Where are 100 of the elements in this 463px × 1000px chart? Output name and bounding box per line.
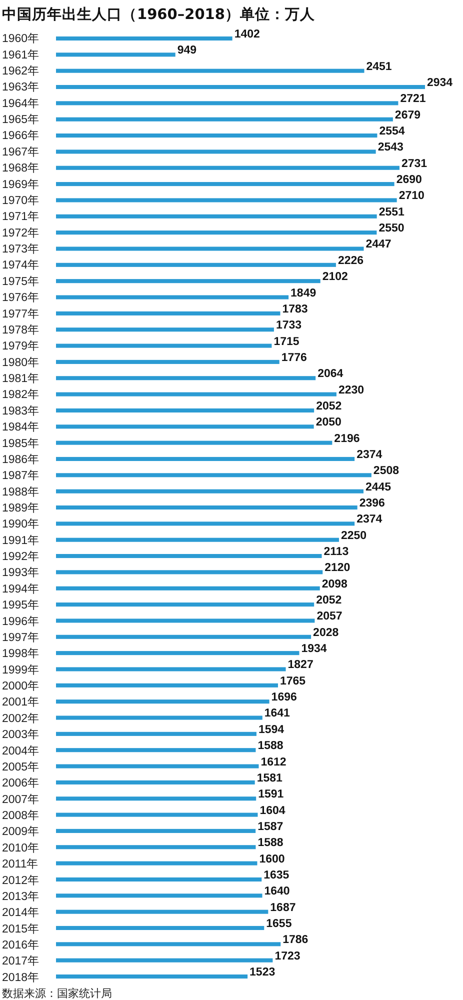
y-tick-label: 2002年 — [2, 712, 40, 725]
data-label: 1641 — [264, 708, 291, 720]
bar — [56, 36, 232, 41]
bar — [56, 376, 316, 380]
bar — [56, 942, 281, 946]
y-tick-label: 1987年 — [2, 469, 40, 482]
bar — [56, 295, 289, 300]
data-label: 1635 — [264, 869, 290, 882]
bar — [56, 150, 376, 154]
data-label: 2374 — [356, 514, 383, 526]
data-label: 1827 — [288, 659, 314, 672]
data-label: 2543 — [378, 142, 404, 154]
bar — [56, 134, 378, 138]
bar — [56, 796, 256, 801]
data-label: 2554 — [379, 126, 406, 138]
y-tick-label: 1972年 — [2, 226, 40, 240]
bar — [56, 424, 314, 429]
y-tick-label: 1999年 — [2, 663, 40, 676]
y-tick-label: 1988年 — [2, 485, 40, 498]
data-label: 2721 — [400, 93, 426, 106]
data-label: 2028 — [313, 626, 340, 639]
y-tick-label: 1973年 — [2, 242, 40, 256]
data-label: 2551 — [378, 206, 406, 218]
bar — [56, 344, 272, 348]
y-tick-label: 2005年 — [2, 760, 40, 774]
y-tick-label: 2013年 — [2, 890, 40, 903]
bar — [56, 716, 262, 720]
y-tick-label: 1996年 — [2, 614, 40, 628]
bar — [56, 861, 258, 866]
y-tick-label: 1974年 — [2, 258, 40, 272]
data-label: 1594 — [258, 724, 285, 736]
y-tick-label: 1983年 — [2, 404, 40, 418]
data-label: 2050 — [316, 416, 342, 429]
bar — [56, 198, 397, 202]
y-tick-label: 2006年 — [2, 776, 40, 790]
y-tick-label: 2017年 — [2, 954, 40, 968]
data-label: 2731 — [401, 158, 428, 170]
bar — [56, 538, 339, 542]
data-label: 2052 — [316, 400, 342, 412]
y-tick-label: 1966年 — [2, 129, 40, 142]
y-tick-label: 2018年 — [2, 970, 40, 984]
data-label: 2710 — [398, 190, 424, 202]
data-label: 2250 — [340, 530, 367, 542]
data-label: 1402 — [234, 28, 260, 40]
bar — [56, 634, 312, 639]
bar — [56, 602, 314, 607]
data-label: 2447 — [366, 238, 392, 251]
bar — [56, 764, 259, 768]
data-label: 1765 — [280, 675, 306, 688]
bar — [56, 877, 262, 882]
y-tick-label: 2004年 — [2, 744, 40, 758]
chart-title: 中国历年出生人口（1960–2018）单位：万人 — [2, 6, 316, 23]
data-label: 1849 — [290, 287, 316, 300]
y-tick-label: 2014年 — [2, 906, 40, 920]
bar — [56, 68, 364, 73]
y-tick-label: 1971年 — [2, 210, 40, 224]
data-label: 2374 — [356, 448, 383, 461]
bar — [56, 246, 364, 251]
bar — [56, 52, 176, 57]
bar — [56, 974, 248, 979]
data-label: 1604 — [260, 804, 286, 817]
y-tick-label: 2008年 — [2, 809, 40, 822]
data-label: 2934 — [427, 77, 454, 90]
data-label: 1640 — [264, 886, 290, 898]
bar — [56, 214, 377, 218]
bar — [56, 894, 262, 898]
data-label: 2098 — [322, 578, 348, 590]
bar — [56, 926, 264, 930]
y-tick-label: 1963年 — [2, 80, 40, 94]
y-tick-label: 1965年 — [2, 113, 40, 126]
bar — [56, 117, 393, 122]
y-tick-label: 1980年 — [2, 356, 40, 369]
y-tick-label: 1967年 — [2, 145, 40, 158]
bar — [56, 651, 300, 656]
data-label: 1715 — [274, 336, 300, 348]
data-label: 2451 — [366, 60, 392, 73]
bar — [56, 328, 274, 332]
bar — [56, 182, 394, 186]
bar — [56, 311, 280, 316]
data-label: 2445 — [366, 481, 392, 494]
bar — [56, 700, 270, 704]
data-label: 2226 — [338, 254, 364, 267]
y-tick-label: 1993年 — [2, 566, 40, 580]
bar — [56, 230, 377, 235]
bar — [56, 958, 273, 962]
y-tick-label: 1979年 — [2, 340, 40, 353]
data-label: 1600 — [259, 853, 285, 866]
y-tick-label: 1977年 — [2, 307, 40, 320]
y-tick-label: 2007年 — [2, 792, 40, 806]
data-label: 2679 — [394, 109, 421, 122]
data-label: 1733 — [276, 320, 302, 332]
source-note: 数据来源：国家统计局 — [2, 987, 112, 1000]
bar — [56, 910, 268, 914]
data-label: 2230 — [338, 384, 364, 396]
y-tick-label: 2001年 — [2, 696, 40, 709]
y-tick-label: 2016年 — [2, 938, 40, 952]
data-label: 1723 — [274, 950, 300, 962]
data-label: 949 — [177, 44, 197, 57]
data-label: 2196 — [334, 432, 360, 445]
y-tick-label: 1962年 — [2, 64, 40, 78]
